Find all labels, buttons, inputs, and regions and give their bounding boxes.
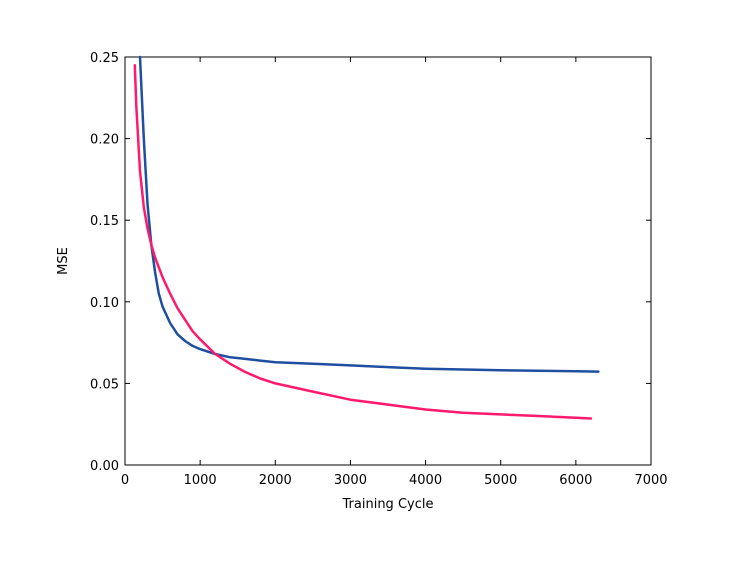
series-1-point bbox=[244, 358, 247, 360]
series-1-point bbox=[229, 356, 231, 359]
series-2-point bbox=[150, 243, 153, 246]
series-1-point bbox=[575, 370, 577, 372]
series-2-point bbox=[133, 64, 136, 66]
series-2-point bbox=[184, 318, 186, 321]
y-tick-label: 0.05 bbox=[90, 377, 119, 392]
x-tick-label: 2000 bbox=[259, 473, 292, 488]
series-2-point bbox=[274, 382, 277, 385]
series-1-point bbox=[312, 363, 314, 365]
series-2-point bbox=[169, 292, 171, 295]
series-2-point bbox=[590, 417, 592, 420]
series-line-1 bbox=[138, 55, 600, 373]
x-tick-label: 7000 bbox=[634, 473, 667, 488]
series-1-point bbox=[274, 361, 277, 363]
series-2-point bbox=[349, 398, 352, 401]
series-1-point bbox=[169, 322, 171, 324]
x-axis: 0 1000 2000 3000 4000 5000 6000 7000 bbox=[121, 57, 668, 488]
series-1-point bbox=[191, 345, 194, 347]
series-2-point bbox=[575, 416, 577, 419]
y-tick-label: 0.00 bbox=[90, 459, 119, 474]
series-2-point bbox=[424, 408, 427, 411]
x-tick-label: 4000 bbox=[409, 473, 442, 488]
series-1-point bbox=[499, 369, 502, 372]
series-layer bbox=[133, 55, 600, 420]
x-tick-label: 5000 bbox=[484, 473, 517, 488]
series-2-point bbox=[499, 413, 502, 416]
series-2-point bbox=[462, 411, 464, 414]
series-2-point bbox=[142, 206, 145, 208]
series-2-point bbox=[176, 307, 179, 310]
x-tick-label: 0 bbox=[121, 473, 129, 488]
y-axis-label: MSE bbox=[56, 247, 71, 275]
series-2-point bbox=[154, 256, 156, 259]
series-2-point bbox=[312, 390, 314, 393]
series-2-point bbox=[537, 415, 540, 417]
series-2-point bbox=[387, 403, 389, 406]
x-tick-label: 1000 bbox=[184, 473, 217, 488]
y-tick-label: 0.25 bbox=[90, 51, 119, 66]
series-2-point bbox=[135, 105, 138, 107]
series-1-point bbox=[597, 370, 600, 373]
plot-area bbox=[124, 56, 652, 466]
series-1-point bbox=[139, 56, 141, 58]
series-1-point bbox=[146, 203, 149, 205]
series-1-point bbox=[387, 366, 389, 368]
series-2-point bbox=[191, 330, 194, 332]
series-1-point bbox=[199, 348, 201, 350]
series-1-point bbox=[184, 340, 186, 342]
series-1-point bbox=[462, 368, 464, 371]
series-2-point bbox=[199, 338, 201, 341]
series-2-point bbox=[244, 371, 247, 373]
series-2-point bbox=[161, 276, 164, 279]
x-tick-label: 3000 bbox=[334, 473, 367, 488]
x-axis-label: Training Cycle bbox=[342, 497, 434, 512]
series-1-point bbox=[424, 367, 427, 370]
series-2-point bbox=[214, 353, 216, 355]
series-2-point bbox=[259, 377, 262, 380]
y-tick-label: 0.20 bbox=[90, 133, 119, 148]
series-1-point bbox=[161, 305, 164, 308]
x-tick-label: 6000 bbox=[559, 473, 592, 488]
y-tick-label: 0.15 bbox=[90, 214, 119, 229]
y-tick-label: 0.10 bbox=[90, 296, 119, 311]
series-2-point bbox=[229, 363, 231, 365]
y-axis: 0.00 0.05 0.10 0.15 0.20 0.25 bbox=[90, 51, 651, 474]
series-1-point bbox=[158, 292, 160, 295]
series-2-point bbox=[146, 227, 149, 230]
series-1-point bbox=[349, 364, 352, 367]
series-1-point bbox=[176, 333, 179, 336]
series-1-point bbox=[154, 271, 156, 274]
series-1-point bbox=[142, 137, 145, 140]
series-1-point bbox=[537, 369, 540, 372]
series-1-point bbox=[259, 359, 262, 362]
series-2-point bbox=[139, 170, 141, 173]
